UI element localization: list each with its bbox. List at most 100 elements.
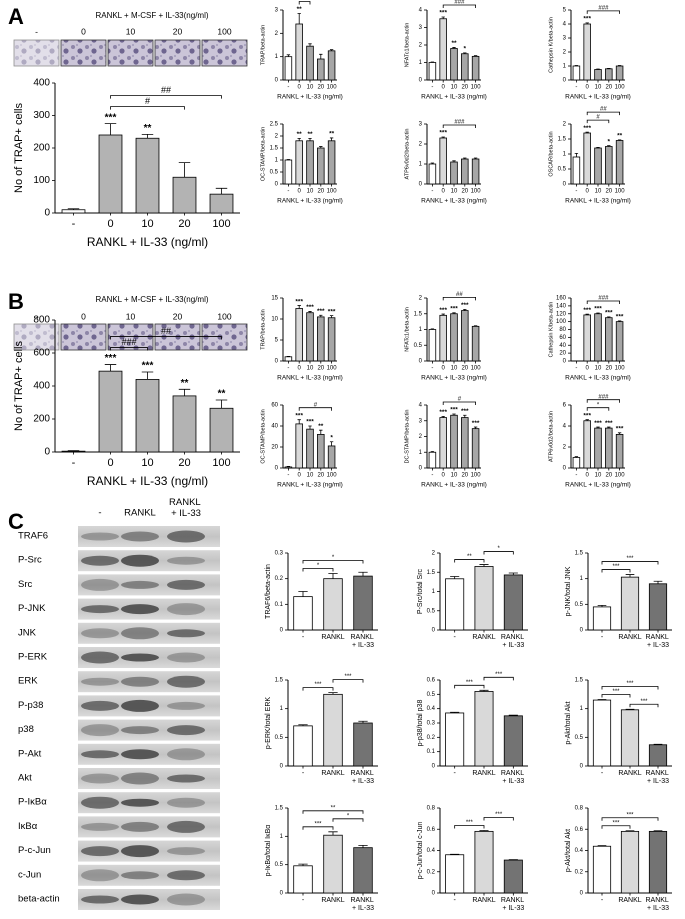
error-bar <box>596 147 600 148</box>
y-tick-label: 300 <box>33 110 50 121</box>
bracket-label: *** <box>612 689 620 695</box>
y-tick-label: 1 <box>419 327 423 333</box>
error-bar <box>141 371 154 380</box>
error-bar <box>441 136 445 138</box>
error-bar <box>653 743 663 745</box>
error-bar <box>585 419 589 421</box>
error-bar <box>308 43 312 47</box>
bracket-label: ### <box>598 5 609 11</box>
x-axis-label: RANKL + IL-33 (ng/ml) <box>277 482 343 489</box>
significance-bracket <box>302 560 364 564</box>
bracket-label: *** <box>466 820 474 826</box>
error-bar <box>141 133 154 139</box>
y-tick-label: 0 <box>44 208 50 219</box>
bracket-label: *** <box>344 674 352 680</box>
bracket-label: ### <box>121 337 136 347</box>
blot-band <box>81 846 119 857</box>
x-tick-label: 0 <box>586 366 590 372</box>
bar <box>353 722 373 767</box>
significance-bracket <box>601 817 659 821</box>
significance-bracket <box>601 569 631 573</box>
significance-bracket <box>454 825 485 829</box>
error-bar <box>473 157 478 159</box>
x-tick-label: - <box>453 634 456 641</box>
bar <box>592 699 612 767</box>
significance-bracket <box>332 679 364 683</box>
y-tick-label: 2 <box>419 434 423 440</box>
bar <box>317 147 325 185</box>
y-tick-label: 1.5 <box>575 678 584 684</box>
y-axis-label: OSCAR/beta-actin <box>548 131 554 176</box>
x-tick-label: 0 <box>586 189 590 195</box>
bracket-label: ### <box>598 296 609 302</box>
blot-row-label: p38 <box>18 724 34 735</box>
y-tick-label: 0 <box>563 359 567 365</box>
significance-stars: ** <box>181 378 189 389</box>
error-bar <box>358 571 368 577</box>
error-bar <box>479 830 489 832</box>
significance-bracket <box>110 106 185 110</box>
blot-band <box>121 676 159 687</box>
x-tick-label: - <box>302 897 305 904</box>
x-tick-label: 10 <box>595 366 602 372</box>
y-tick-label: 0.2 <box>275 576 284 582</box>
x-tick-label: 100 <box>327 189 338 195</box>
blot-band <box>167 652 205 663</box>
error-bar <box>298 724 308 726</box>
y-axis-label: p-IκBα/total IκBα <box>265 825 272 877</box>
blot-band <box>121 554 159 567</box>
y-axis-label: TRAF6/beta-actin <box>265 564 272 619</box>
x-axis-label: RANKL + IL-33 (ng/ml) <box>277 375 343 382</box>
blot-band <box>81 750 119 759</box>
micrograph <box>201 323 248 351</box>
error-bar <box>215 187 228 195</box>
y-tick-label: 3 <box>419 122 423 128</box>
x-tick-label: - <box>72 457 76 469</box>
blot-band <box>81 822 119 831</box>
x-tick-label: 100 <box>471 189 482 195</box>
bracket-label: *** <box>314 821 322 827</box>
bar <box>209 193 234 214</box>
bar <box>620 830 640 894</box>
bar <box>353 847 373 894</box>
error-bar <box>319 146 323 148</box>
bar <box>461 158 469 185</box>
blot-band <box>81 555 119 566</box>
y-tick-label: 0 <box>275 182 279 188</box>
bar <box>572 457 581 469</box>
y-tick-label: 1.5 <box>275 806 284 812</box>
bar <box>317 58 325 81</box>
bracket-label: *** <box>314 682 322 688</box>
x-tick-label: - <box>287 189 289 195</box>
significance-bracket <box>483 676 514 681</box>
x-tick-label: - <box>601 770 604 777</box>
blot-band <box>167 797 205 808</box>
bar <box>306 312 314 362</box>
x-tick-label: 10 <box>451 366 458 372</box>
error-bar <box>452 413 456 416</box>
blot-column-label: RANKL <box>124 508 156 519</box>
significance-bracket <box>302 687 334 691</box>
blot-band <box>121 845 159 858</box>
significance-stars: *** <box>142 361 154 372</box>
x-tick-label: RANKL <box>472 634 495 641</box>
bar <box>439 18 447 81</box>
x-tick-label: RANKL <box>618 770 641 777</box>
strip-label: 20 <box>173 311 183 321</box>
bar <box>648 830 668 894</box>
bar <box>605 68 613 81</box>
error-bar <box>308 311 312 313</box>
strip-title: RANKL + M-CSF + IL-33(ng/ml) <box>95 295 208 304</box>
x-tick-label: 20 <box>317 366 324 372</box>
x-tick-label: 0 <box>107 457 113 469</box>
error-bar <box>430 328 435 330</box>
error-bar <box>585 22 589 24</box>
y-tick-label: 0.5 <box>427 608 436 614</box>
bar <box>323 834 343 894</box>
blot-band <box>81 869 119 882</box>
y-tick-label: 400 <box>33 78 50 89</box>
y-tick-label: 0 <box>563 182 567 188</box>
significance-stars: * <box>464 46 467 53</box>
bracket-label: ** <box>331 805 336 811</box>
